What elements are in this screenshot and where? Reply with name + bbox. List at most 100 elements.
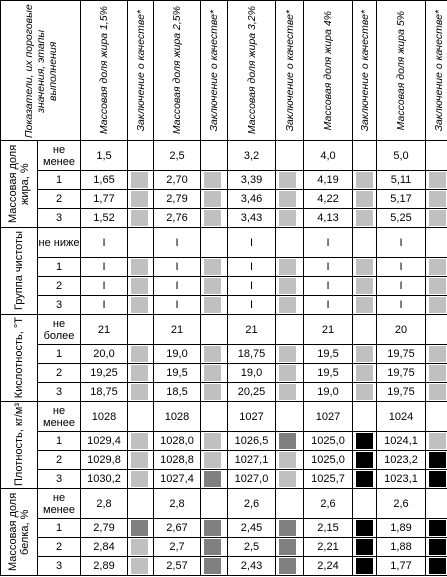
stage-cell: 3 — [37, 295, 81, 315]
conclusion-cell — [275, 344, 304, 364]
value-cell: 1029,4 — [80, 431, 128, 451]
stage-cell: не ниже — [37, 227, 81, 258]
conclusion-cell — [127, 140, 154, 171]
table-row: 3 2,89 2,57 2,43 2,24 1,77 — [1, 556, 447, 576]
value-cell: I — [227, 276, 276, 296]
conclusion-mark — [279, 433, 296, 449]
value-cell: I — [376, 295, 426, 315]
conclusion-mark — [429, 520, 446, 536]
conclusion-mark — [131, 520, 148, 536]
conclusion-mark — [131, 278, 148, 294]
conclusion-mark — [279, 172, 296, 188]
conclusion-mark — [204, 471, 221, 487]
value-cell: I — [153, 257, 201, 277]
conclusion-cell — [275, 257, 304, 277]
header-cell: Массовая доля жира 2,5% — [153, 0, 201, 141]
group-label: Массовая доля белка, % — [7, 492, 31, 572]
conclusion-cell — [425, 382, 447, 402]
conclusion-mark — [204, 452, 221, 468]
stage-cell: 2 — [37, 189, 81, 209]
conclusion-cell — [200, 208, 228, 228]
conclusion-mark — [429, 471, 446, 487]
conclusion-cell — [275, 140, 304, 171]
table-row: 3 18,75 18,5 20,25 19,0 19,75 — [1, 382, 447, 402]
conclusion-cell — [425, 170, 447, 190]
conclusion-cell — [127, 257, 154, 277]
conclusion-cell — [275, 469, 304, 489]
value-cell: 1027 — [227, 401, 276, 432]
conclusion-mark — [429, 433, 446, 449]
conclusion-mark — [279, 297, 296, 313]
value-cell: 1024 — [376, 401, 426, 432]
value-cell: 1025,0 — [303, 450, 353, 470]
conclusion-cell — [127, 344, 154, 364]
stage-cell: не менее — [37, 488, 81, 519]
conclusion-mark — [356, 210, 373, 226]
conclusion-mark — [356, 278, 373, 294]
value-cell: 19,5 — [303, 344, 353, 364]
conclusion-cell — [200, 537, 228, 557]
table-row: 3 1,52 2,76 3,43 4,13 5,25 — [1, 208, 447, 228]
value-cell: 21 — [227, 314, 276, 345]
stage-cell: 1 — [37, 170, 81, 190]
conclusion-cell — [200, 257, 228, 277]
conclusion-cell — [200, 431, 228, 451]
value-cell: I — [80, 276, 128, 296]
conclusion-cell — [352, 208, 377, 228]
value-cell: 1028 — [153, 401, 201, 432]
conclusion-mark — [279, 384, 296, 400]
conclusion-mark — [204, 259, 221, 275]
value-cell: 19,0 — [303, 382, 353, 402]
stage-cell: не более — [37, 314, 81, 345]
group-label-cell: Группа чистоты — [0, 227, 38, 315]
table-row: 1 20,0 19,0 18,75 19,5 19,75 — [1, 344, 447, 364]
conclusion-mark — [279, 365, 296, 381]
value-cell: 2,76 — [153, 208, 201, 228]
header-text: Заключение о качестве* — [134, 9, 147, 132]
conclusion-cell — [200, 314, 228, 345]
conclusion-mark — [204, 520, 221, 536]
table-row: Массовая доля белка, % не менее 2,8 2,8 2,6 2… — [0, 488, 447, 576]
value-cell: 5,0 — [376, 140, 426, 171]
conclusion-mark — [131, 539, 148, 555]
value-cell: 5,11 — [376, 170, 426, 190]
value-cell: 1023,1 — [376, 469, 426, 489]
conclusion-mark — [204, 365, 221, 381]
conclusion-mark — [204, 297, 221, 313]
value-cell: 20 — [376, 314, 426, 345]
conclusion-mark — [429, 452, 446, 468]
value-cell: 1030,2 — [80, 469, 128, 489]
conclusion-cell — [200, 401, 228, 432]
stage-cell: 2 — [37, 537, 81, 557]
value-cell: 4,0 — [303, 140, 353, 171]
value-cell: 1028,8 — [153, 450, 201, 470]
conclusion-mark — [279, 539, 296, 555]
conclusion-cell — [275, 488, 304, 519]
conclusion-mark — [429, 365, 446, 381]
header-cell: Заключение о качестве* — [425, 0, 447, 141]
conclusion-mark — [429, 558, 446, 574]
conclusion-cell — [425, 227, 447, 258]
header-text: Заключение о качестве* — [432, 9, 445, 132]
conclusion-mark — [131, 452, 148, 468]
stage-cell: 3 — [37, 556, 81, 576]
conclusion-mark — [356, 384, 373, 400]
conclusion-cell — [352, 488, 377, 519]
value-cell: 2,8 — [80, 488, 128, 519]
header-text: Заключение о качестве* — [283, 9, 296, 132]
conclusion-mark — [204, 278, 221, 294]
conclusion-mark — [429, 539, 446, 555]
value-cell: 1025,7 — [303, 469, 353, 489]
conclusion-mark — [279, 452, 296, 468]
group-label-cell: Кислотность, °Т — [0, 314, 38, 402]
value-cell: 4,13 — [303, 208, 353, 228]
group-label-cell: Массовая доля белка, % — [0, 488, 38, 576]
conclusion-cell — [425, 276, 447, 296]
conclusion-mark — [204, 191, 221, 207]
header-text: Массовая доля жира 2,5% — [171, 6, 183, 135]
value-cell: 2,6 — [376, 488, 426, 519]
